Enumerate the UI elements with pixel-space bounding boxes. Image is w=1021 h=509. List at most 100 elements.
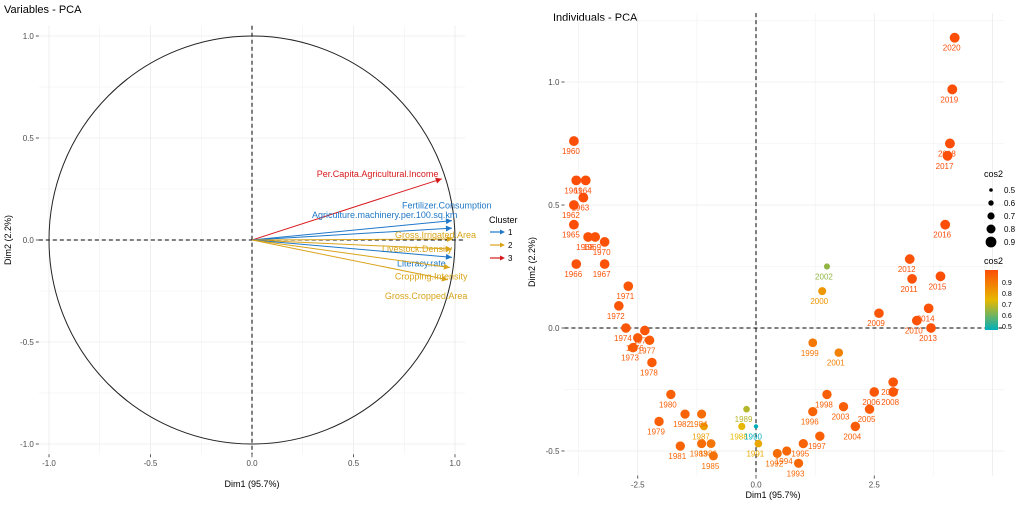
individual-point — [568, 219, 579, 230]
individual-label: 1963 — [571, 204, 589, 213]
individuals-y-tick-label: 1.0 — [548, 78, 560, 87]
variables-x-tick-label: 1.0 — [449, 459, 461, 468]
individual-label: 1965 — [562, 231, 580, 240]
individual-label: 1999 — [801, 349, 819, 358]
individual-point — [680, 409, 690, 419]
individual-label: 1961 — [564, 186, 582, 195]
individual-point — [628, 342, 638, 353]
cos2-size-legend-title: cos2 — [984, 169, 1003, 179]
variable-arrow — [251, 178, 442, 241]
individual-label: 1989 — [735, 415, 753, 424]
individuals-grid — [564, 13, 1005, 476]
individual-label: 1967 — [593, 270, 611, 279]
individual-point — [697, 439, 707, 449]
cos2-size-legend-label: 0.5 — [1004, 186, 1016, 195]
individual-point — [904, 254, 915, 264]
cos2-color-legend-label: 0.5 — [1002, 324, 1012, 331]
individual-point — [647, 357, 657, 368]
cluster-legend-label: 1 — [508, 228, 513, 237]
variables-x-tick-label: 0.5 — [348, 459, 360, 468]
variable-arrow-head — [445, 218, 452, 225]
individual-label: 1983 — [690, 450, 708, 459]
variable-label: Agriculture.machinery.per.100.sq.km — [312, 210, 457, 220]
individuals-x-tick-label: 0.0 — [750, 481, 762, 490]
individual-point — [614, 301, 624, 311]
variable-label: Fertilizer.Consumption — [402, 201, 492, 211]
individual-point — [754, 439, 763, 448]
individual-point — [599, 237, 610, 247]
individual-point — [708, 451, 718, 461]
individual-point — [942, 150, 953, 161]
variable-arrow — [251, 239, 448, 281]
individual-label: 2011 — [900, 285, 918, 294]
individual-point — [580, 175, 591, 186]
individual-label: 2015 — [929, 282, 947, 291]
individual-label: 2006 — [862, 398, 880, 407]
cos2-size-legend: cos2 0.5 0.6 0.7 0.8 0.9 — [984, 169, 1016, 248]
individual-label: 1960 — [562, 147, 580, 156]
individual-label: 1978 — [640, 368, 658, 377]
cluster-legend-title: Cluster — [489, 215, 518, 225]
individual-label: 1986 — [699, 450, 717, 459]
cluster-legend-label: 2 — [508, 241, 513, 250]
individual-label: 1984 — [690, 420, 708, 429]
variable-label: Per.Capita.Agricultural.Income — [317, 169, 439, 179]
individual-point — [571, 175, 582, 186]
individuals-pca-title: Individuals - PCA — [553, 12, 638, 24]
variables-x-tick-label: -1.0 — [42, 459, 56, 468]
variable-label: Livestock.Density — [382, 244, 453, 254]
cos2-size-legend-key — [988, 200, 994, 206]
individual-label: 1971 — [616, 292, 634, 301]
individual-label: 1972 — [607, 312, 625, 321]
individual-point — [808, 406, 818, 417]
individual-point — [838, 402, 849, 412]
individuals-x-tick-label: 2.5 — [869, 481, 881, 490]
cos2-size-legend-label: 0.8 — [1004, 225, 1016, 234]
variable-arrow-head — [435, 177, 442, 184]
individual-point — [815, 431, 825, 441]
variable-arrow — [251, 239, 450, 269]
individual-point — [782, 446, 792, 456]
variable-arrow-head — [445, 225, 452, 232]
individual-point — [640, 325, 650, 336]
individual-label: 1966 — [564, 270, 582, 279]
individual-label: 1994 — [775, 457, 793, 466]
individual-point — [874, 308, 884, 319]
individual-label: 1982 — [673, 420, 691, 429]
variables-y-tick-label: 0.5 — [23, 134, 35, 143]
individual-point — [700, 422, 708, 431]
cos2-color-bar — [985, 270, 998, 330]
individual-points — [568, 32, 960, 468]
individual-point — [823, 263, 831, 270]
individual-point — [822, 389, 832, 400]
individual-label: 1973 — [621, 354, 639, 363]
variable-arrow-head — [441, 275, 448, 282]
individual-label: 1988 — [730, 432, 748, 441]
individual-point — [850, 421, 861, 432]
individual-label: 1997 — [808, 442, 826, 451]
individual-point — [923, 303, 934, 314]
individual-label: 2019 — [940, 95, 958, 104]
individual-label: 1991 — [746, 450, 764, 459]
individuals-x-axis-label: Dim1 (95.7%) — [745, 490, 800, 500]
individual-label: 1981 — [668, 452, 686, 461]
individual-label: 1998 — [815, 400, 833, 409]
individual-point — [583, 232, 593, 242]
individual-point — [888, 377, 898, 387]
variables-y-tick-label: 1.0 — [23, 32, 35, 41]
cos2-color-legend-label: 0.6 — [1002, 313, 1012, 320]
individual-point — [633, 333, 643, 343]
individual-label: 2003 — [832, 413, 850, 422]
individuals-y-tick-label: 0.0 — [548, 324, 560, 333]
individual-label: 1993 — [787, 469, 805, 478]
individual-point — [568, 200, 579, 210]
individuals-reference-lines — [564, 13, 1005, 476]
individual-point — [949, 32, 960, 43]
individual-point — [675, 441, 685, 451]
individual-label: 2012 — [898, 265, 916, 274]
variable-arrow — [251, 227, 452, 241]
variables-y-tick-label: -1.0 — [20, 440, 34, 449]
cos2-size-legend-key — [985, 236, 997, 248]
variables-pca-panel: Variables - PCA Per.Capita.Agricultural.… — [3, 4, 518, 489]
